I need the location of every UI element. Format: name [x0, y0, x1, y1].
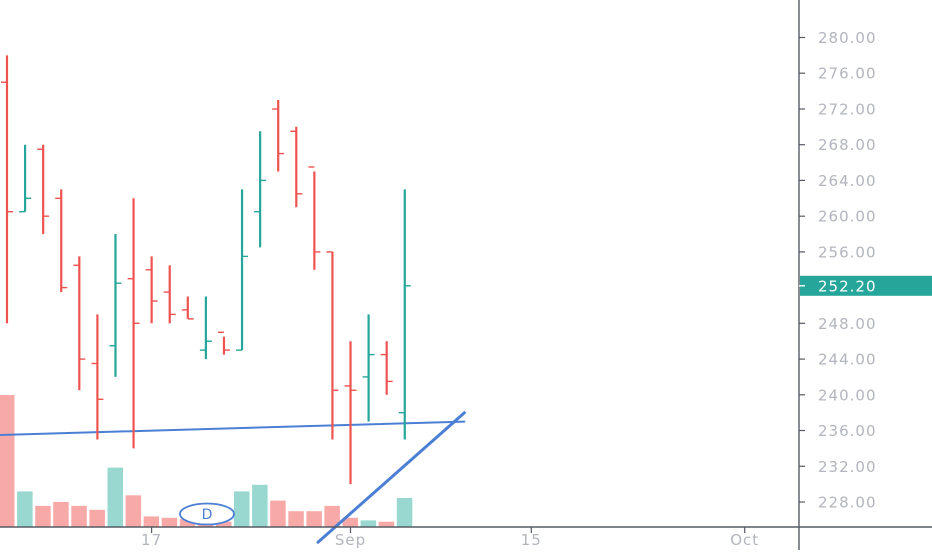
ohlc-bar	[145, 256, 158, 324]
volume-bar	[53, 501, 69, 527]
ohlc-bar	[181, 296, 194, 320]
volume-bar	[107, 467, 123, 527]
volume-layer	[0, 395, 413, 527]
volume-bar	[342, 517, 358, 527]
price-axis-tick-label: 268.00	[818, 136, 877, 154]
ohlc-bar	[344, 341, 357, 485]
time-axis-tick-label: 17	[141, 531, 162, 549]
volume-bar	[161, 517, 178, 527]
time-axis[interactable]: 17 Sep 15 Oct	[141, 527, 759, 549]
volume-bar	[17, 491, 33, 527]
price-axis-tick-label: 260.00	[818, 208, 877, 226]
volume-bar	[35, 505, 51, 527]
price-axis-tick-label: 276.00	[818, 65, 877, 83]
last-price-badge-bg	[800, 275, 932, 296]
volume-bar	[270, 500, 286, 527]
price-axis-tick-label: 272.00	[818, 101, 877, 119]
volume-bar	[0, 395, 15, 527]
volume-bar	[125, 495, 142, 527]
ohlc-bar	[326, 251, 339, 440]
ohlc-bar	[308, 166, 321, 270]
ohlc-bar	[236, 189, 249, 351]
ohlc-bar	[91, 314, 104, 440]
price-axis-tick-label: 244.00	[818, 351, 877, 369]
volume-bar	[252, 484, 268, 527]
dividend-marker[interactable]	[179, 502, 235, 526]
ohlc-bar	[109, 234, 122, 377]
price-bar-layer	[1, 55, 411, 485]
volume-bar	[179, 519, 196, 527]
volume-bar	[216, 521, 232, 527]
volume-bar	[89, 509, 105, 527]
ohlc-bar	[272, 100, 285, 172]
dividend-marker-label: D	[202, 507, 213, 523]
price-axis[interactable]: 280.00 276.00 272.00 268.00 264.00 260.00 256.…	[799, 29, 877, 512]
ohlc-bar	[55, 189, 68, 293]
last-price-label: 252.20	[818, 277, 877, 295]
ohlc-bar	[217, 331, 230, 355]
price-axis-tick-label: 248.00	[818, 315, 877, 333]
ohlc-bar	[362, 314, 375, 422]
price-axis-tick-label: 232.00	[818, 458, 877, 476]
ohlc-bar	[1, 55, 13, 324]
price-axis-tick-label: 264.00	[818, 172, 877, 190]
ohlc-bar	[199, 296, 212, 360]
price-axis-tick-label: 256.00	[818, 243, 877, 261]
volume-bar	[378, 521, 395, 527]
ohlc-bar	[19, 144, 32, 213]
volume-bar	[306, 511, 322, 527]
trendline[interactable]	[316, 411, 466, 544]
ohlc-bar	[127, 198, 140, 449]
volume-bar	[324, 505, 340, 527]
time-axis-tick-label: Sep	[335, 531, 366, 549]
price-axis-tick-label: 228.00	[818, 494, 877, 512]
volume-bar	[360, 520, 377, 527]
ohlc-bar	[380, 341, 393, 395]
volume-bar	[71, 505, 87, 527]
event-marker-layer[interactable]: D	[179, 502, 235, 526]
volume-bar	[234, 491, 250, 527]
volume-bar	[396, 498, 413, 527]
trendline[interactable]	[0, 420, 466, 436]
price-axis-tick-label: 280.00	[818, 29, 877, 47]
price-axis-tick-label: 236.00	[818, 422, 877, 440]
price-axis-tick-label: 240.00	[818, 386, 877, 404]
ohlc-bar	[37, 144, 50, 234]
volume-bar	[143, 516, 160, 527]
time-axis-tick-label: Oct	[730, 531, 759, 549]
ohlc-bar	[290, 126, 303, 208]
trendline-layer	[0, 411, 466, 544]
ohlc-bar	[398, 189, 411, 440]
last-price-badge: 252.20	[799, 275, 932, 296]
volume-bar	[288, 511, 304, 527]
time-axis-tick-label: 15	[521, 531, 542, 549]
ohlc-bar	[163, 265, 176, 324]
ohlc-bar	[254, 131, 267, 248]
ohlc-bar	[73, 256, 86, 391]
